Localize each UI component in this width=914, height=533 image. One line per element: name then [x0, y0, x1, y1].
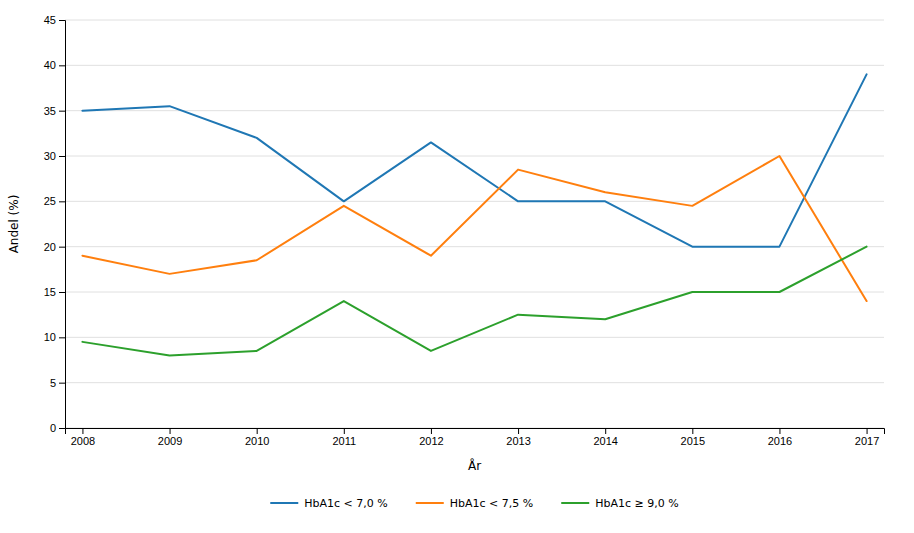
tick: 2008	[71, 428, 95, 447]
tick-label: 2008	[71, 435, 95, 447]
legend-label: HbA1c < 7,0 %	[304, 497, 387, 510]
tick: 2010	[245, 428, 269, 447]
tick-mark	[59, 247, 65, 248]
tick-label: 35	[44, 105, 56, 117]
tick: 0	[50, 422, 65, 434]
tick-label: 40	[44, 59, 56, 71]
tick-mark	[59, 111, 65, 112]
axis-line	[59, 21, 66, 429]
tick: 2011	[332, 428, 356, 447]
tick-mark	[59, 156, 65, 157]
legend-swatch	[416, 502, 444, 504]
tick-mark	[344, 428, 345, 434]
tick-label: 30	[44, 150, 56, 162]
tick-mark	[59, 20, 65, 21]
tick: 25	[44, 195, 65, 207]
tick: 30	[44, 150, 65, 162]
tick-mark	[867, 428, 868, 434]
tick-label: 2011	[332, 435, 356, 447]
tick-mark	[59, 201, 65, 202]
tick: 2009	[158, 428, 182, 447]
grid-line	[65, 382, 884, 383]
tick: 2012	[419, 428, 443, 447]
tick: 2017	[855, 428, 879, 447]
legend-item: HbA1c ≥ 9,0 %	[561, 497, 678, 510]
chart: 2008200920102011201220132014201520162017…	[0, 0, 914, 533]
tick-mark	[257, 428, 258, 434]
tick-label: 5	[50, 377, 56, 389]
x-axis-title: År	[468, 458, 481, 473]
tick: 2013	[506, 428, 530, 447]
tick-label: 0	[50, 422, 56, 434]
tick-mark	[59, 292, 65, 293]
tick: 35	[44, 105, 65, 117]
tick: 5	[50, 377, 65, 389]
legend-swatch	[561, 502, 589, 504]
grid-line	[65, 156, 884, 157]
legend-label: HbA1c ≥ 9,0 %	[595, 497, 678, 510]
tick-label: 2016	[768, 435, 792, 447]
tick: 2015	[681, 428, 705, 447]
tick: 10	[44, 331, 65, 343]
tick-label: 2017	[855, 435, 879, 447]
tick-mark	[605, 428, 606, 434]
tick-label: 2014	[593, 435, 617, 447]
tick-mark	[431, 428, 432, 434]
tick-mark	[59, 65, 65, 66]
tick: 15	[44, 286, 65, 298]
grid-line	[65, 65, 884, 66]
x-axis: 2008 2009 2010 2011 2012 2013 2014 2015 2016 2017	[66, 428, 885, 447]
tick-label: 2009	[158, 435, 182, 447]
tick-mark	[692, 428, 693, 434]
axis-line	[66, 429, 885, 435]
tick-mark	[82, 428, 83, 434]
legend-item: HbA1c < 7,5 %	[416, 497, 533, 510]
series-group	[82, 74, 866, 355]
legend-label: HbA1c < 7,5 %	[450, 497, 533, 510]
tick-mark	[518, 428, 519, 434]
grid	[65, 20, 884, 428]
grid-line	[65, 110, 884, 111]
legend-swatch	[270, 502, 298, 504]
tick: 2014	[593, 428, 617, 447]
tick-mark	[779, 428, 780, 434]
tick-mark	[59, 383, 65, 384]
tick: 45	[44, 14, 65, 26]
tick-mark	[170, 428, 171, 434]
series-line	[82, 156, 866, 301]
legend-item: HbA1c < 7,0 %	[270, 497, 387, 510]
tick: 2016	[768, 428, 792, 447]
tick-label: 25	[44, 195, 56, 207]
tick-label: 20	[44, 241, 56, 253]
series-line	[82, 74, 866, 246]
tick-mark	[59, 428, 65, 429]
tick-label: 2012	[419, 435, 443, 447]
plot: 2008200920102011201220132014201520162017…	[44, 14, 885, 447]
tick-label: 45	[44, 14, 56, 26]
tick-label: 2015	[681, 435, 705, 447]
tick-label: 15	[44, 286, 56, 298]
tick: 40	[44, 59, 65, 71]
tick: 20	[44, 241, 65, 253]
tick-label: 2010	[245, 435, 269, 447]
tick-label: 2013	[506, 435, 530, 447]
grid-line	[65, 20, 884, 21]
y-axis-title: Andel (%)	[7, 195, 21, 254]
tick-mark	[59, 337, 65, 338]
legend: HbA1c < 7,0 % HbA1c < 7,5 % HbA1c ≥ 9,0 %	[270, 497, 678, 510]
y-axis: 0 5 10 15 20 25 30 35 40 45	[44, 14, 66, 434]
grid-line	[65, 337, 884, 338]
grid-line	[65, 201, 884, 202]
tick-label: 10	[44, 331, 56, 343]
series-line	[82, 247, 866, 356]
